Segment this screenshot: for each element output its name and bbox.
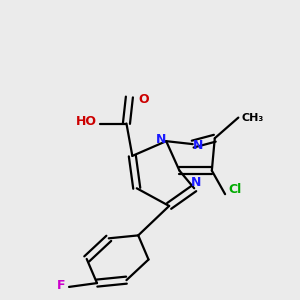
Text: CH₃: CH₃: [241, 112, 263, 123]
Text: O: O: [138, 93, 149, 106]
Text: N: N: [156, 134, 166, 146]
Text: HO: HO: [75, 115, 96, 128]
Text: Cl: Cl: [229, 183, 242, 196]
Text: F: F: [57, 279, 65, 292]
Text: N: N: [193, 139, 203, 152]
Text: N: N: [191, 176, 202, 190]
